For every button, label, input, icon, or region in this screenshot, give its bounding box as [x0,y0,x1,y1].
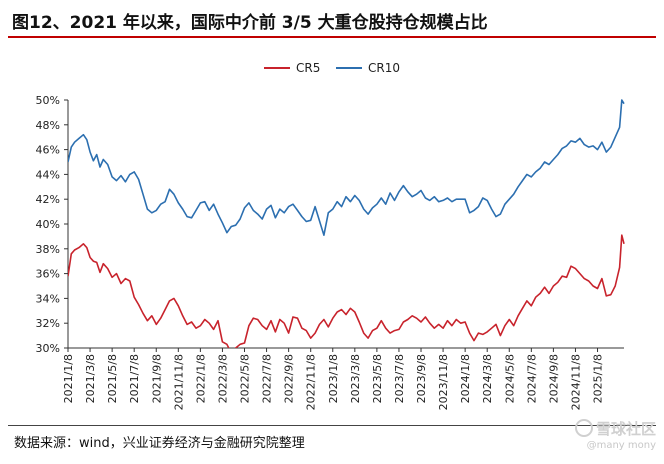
x-tick-label: 2021/9/8 [150,354,163,403]
watermark: 雪球社区 @many mony [574,418,656,451]
x-tick-label: 2021/1/8 [62,354,75,403]
x-tick-label: 2021/7/8 [128,354,141,403]
snowball-logo-icon [574,419,593,437]
y-tick-label: 44% [36,168,60,181]
page-title: 图12、2021 年以来，国际中介前 3/5 大重仓股持仓规模占比 [12,13,488,33]
chart-legend: CR5 CR10 [264,61,400,75]
x-tick-label: 2024/9/8 [547,354,560,403]
x-tick-label: 2021/11/8 [172,354,185,410]
y-tick-label: 36% [36,268,60,281]
x-tick-label: 2021/3/8 [84,354,97,403]
series-line-cr5 [68,234,625,348]
y-tick-label: 48% [36,119,60,132]
watermark-handle: @many mony [586,440,656,451]
x-tick-label: 2022/1/8 [194,354,207,403]
x-tick-label: 2022/3/8 [216,354,229,403]
y-axis: 30% 32% 34% 36% 38% 40% 42% 44% 46% 48% 50% [36,94,69,355]
legend-label-cr5: CR5 [296,61,320,75]
x-tick-label: 2024/3/8 [481,354,494,403]
x-axis: 2021/1/8 2021/3/8 2021/5/8 2021/7/8 2021/9/8… [62,347,624,410]
series-layer [68,99,625,348]
x-tick-label: 2022/5/8 [239,354,252,403]
line-chart: CR5 CR10 30% 32% 34% 36% 38% 40% 42% 44% 46% 48% 5… [36,61,625,410]
x-tick-label: 2024/1/8 [459,354,472,403]
y-tick-label: 34% [36,292,60,305]
x-tick-label: 2023/7/8 [393,354,406,403]
x-tick-label: 2023/3/8 [349,354,362,403]
x-tick-label: 2022/7/8 [261,354,274,403]
y-tick-label: 46% [36,144,60,157]
x-tick-label: 2023/9/8 [415,354,428,403]
x-tick-label: 2023/1/8 [327,354,340,403]
y-tick-label: 32% [36,317,60,330]
x-tick-label: 2023/11/8 [437,354,450,410]
y-tick-label: 50% [36,94,60,107]
y-tick-label: 42% [36,193,60,206]
legend-label-cr10: CR10 [368,61,400,75]
data-source-note: 数据来源：wind，兴业证券经济与金融研究院整理 [14,436,305,451]
x-tick-label: 2024/5/8 [503,354,516,403]
x-tick-label: 2025/1/8 [592,354,605,403]
x-tick-label: 2024/7/8 [525,354,538,403]
series-line-cr10 [68,99,625,236]
x-tick-label: 2024/11/8 [569,354,582,410]
y-tick-label: 30% [36,342,60,355]
x-tick-label: 2022/9/8 [283,354,296,403]
watermark-logo-text: 雪球社区 [595,420,656,438]
watermark-logo: 雪球社区 [574,418,656,439]
y-tick-label: 40% [36,218,60,231]
x-tick-label: 2021/5/8 [106,354,119,403]
x-tick-label: 2023/5/8 [371,354,384,403]
y-tick-label: 38% [36,243,60,256]
x-tick-label: 2022/11/8 [305,354,318,410]
title-divider [8,36,656,38]
source-divider [8,425,656,426]
